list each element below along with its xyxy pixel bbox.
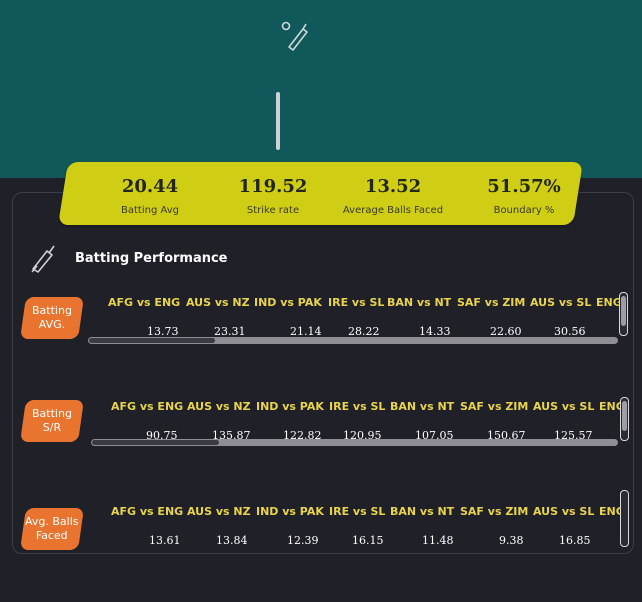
row-batting-avg: Batting AVG. AFG vs ENG AUS vs NZ IND vs… bbox=[0, 292, 642, 392]
summary-stats-bar: 20.44 Batting Avg 119.52 Strike rate 13.… bbox=[58, 162, 583, 225]
match-name: BAN vs NT bbox=[387, 296, 451, 309]
stat-label: Strike rate bbox=[208, 205, 338, 216]
match-list: AFG vs ENG AUS vs NZ IND vs PAK IRE vs S… bbox=[91, 505, 623, 565]
match-name: AUS vs SL bbox=[533, 505, 594, 518]
match-name: ENG bbox=[596, 296, 620, 309]
row-label-badge: Batting S/R bbox=[20, 400, 84, 442]
match-value: 13.84 bbox=[216, 534, 248, 547]
horizontal-scrollbar[interactable] bbox=[88, 337, 618, 344]
match-value: 13.61 bbox=[149, 534, 181, 547]
row-label-badge: Batting AVG. bbox=[20, 297, 84, 339]
cricket-bat-icon bbox=[279, 20, 309, 52]
match-name: IRE vs SL bbox=[329, 400, 385, 413]
section-header: Batting Performance bbox=[30, 243, 330, 273]
match-name: AFG vs ENG bbox=[111, 505, 183, 518]
row-batting-strike-rate: Batting S/R AFG vs ENG AUS vs NZ IND vs … bbox=[0, 397, 642, 497]
match-name: IRE vs SL bbox=[328, 296, 384, 309]
match-name: AUS vs NZ bbox=[187, 400, 251, 413]
match-name: IRE vs SL bbox=[329, 505, 385, 518]
header-banner bbox=[0, 0, 642, 178]
stat-label: Boundary % bbox=[459, 205, 589, 216]
stat-label: Average Balls Faced bbox=[328, 205, 458, 216]
vertical-scrollbar[interactable] bbox=[619, 292, 628, 336]
header-divider bbox=[276, 92, 280, 150]
row-label: Batting S/R bbox=[32, 407, 72, 435]
scrollbar-thumb[interactable] bbox=[622, 401, 627, 431]
match-name: IND vs PAK bbox=[254, 296, 322, 309]
match-value: 16.15 bbox=[352, 534, 384, 547]
stat-boundary-percent: 51.57% Boundary % bbox=[459, 162, 589, 225]
match-value: 9.38 bbox=[499, 534, 524, 547]
horizontal-scrollbar[interactable] bbox=[91, 439, 618, 446]
stat-batting-avg: 20.44 Batting Avg bbox=[85, 162, 215, 225]
match-name: AUS vs SL bbox=[530, 296, 591, 309]
match-name: IND vs PAK bbox=[256, 400, 324, 413]
match-name: AUS vs NZ bbox=[187, 505, 251, 518]
match-name: SAF vs ZIM bbox=[460, 400, 528, 413]
cricket-bat-icon bbox=[30, 243, 58, 273]
vertical-scrollbar[interactable] bbox=[620, 397, 629, 441]
match-value: 12.39 bbox=[287, 534, 319, 547]
stat-value: 51.57% bbox=[459, 176, 589, 197]
scrollbar-thumb[interactable] bbox=[89, 338, 215, 343]
match-value: 11.48 bbox=[422, 534, 454, 547]
match-name: AUS vs NZ bbox=[186, 296, 250, 309]
match-name: SAF vs ZIM bbox=[457, 296, 525, 309]
row-label-badge: Avg. Balls Faced bbox=[20, 508, 84, 550]
scrollbar-thumb[interactable] bbox=[92, 440, 219, 445]
match-name: BAN vs NT bbox=[390, 400, 454, 413]
match-name: AFG vs ENG bbox=[108, 296, 180, 309]
stat-strike-rate: 119.52 Strike rate bbox=[208, 162, 338, 225]
row-avg-balls-faced: Avg. Balls Faced AFG vs ENG AUS vs NZ IN… bbox=[0, 502, 642, 602]
section-title: Batting Performance bbox=[75, 251, 228, 266]
scrollbar-thumb[interactable] bbox=[621, 296, 626, 326]
match-list: AFG vs ENG AUS vs NZ IND vs PAK IRE vs S… bbox=[88, 296, 620, 356]
match-name: IND vs PAK bbox=[256, 505, 324, 518]
page-vertical-scrollbar[interactable] bbox=[620, 490, 629, 547]
match-value: 16.85 bbox=[559, 534, 591, 547]
match-name: AUS vs SL bbox=[533, 400, 594, 413]
stat-value: 119.52 bbox=[208, 176, 338, 197]
match-list: AFG vs ENG AUS vs NZ IND vs PAK IRE vs S… bbox=[91, 400, 623, 460]
stat-label: Batting Avg bbox=[85, 205, 215, 216]
row-label: Batting AVG. bbox=[32, 304, 72, 332]
stat-value: 20.44 bbox=[85, 176, 215, 197]
match-name: SAF vs ZIM bbox=[460, 505, 528, 518]
stat-value: 13.52 bbox=[328, 176, 458, 197]
match-name: AFG vs ENG bbox=[111, 400, 183, 413]
match-name: BAN vs NT bbox=[390, 505, 454, 518]
stat-average-balls-faced: 13.52 Average Balls Faced bbox=[328, 162, 458, 225]
